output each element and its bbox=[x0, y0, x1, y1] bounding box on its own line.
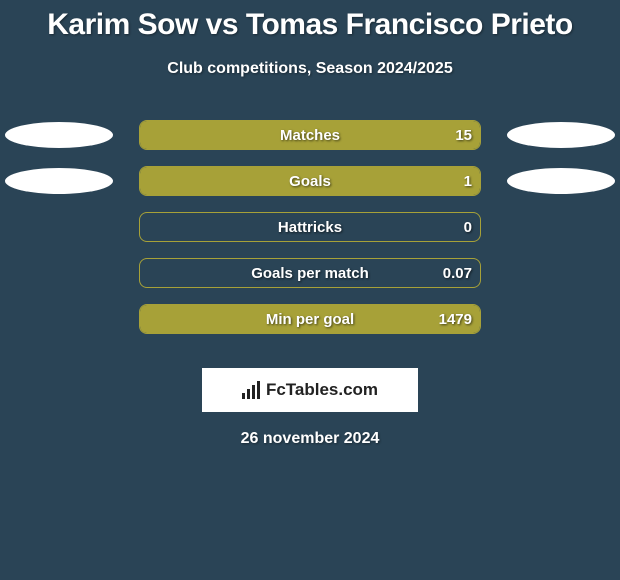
stat-row: Matches15 bbox=[0, 120, 620, 150]
stat-row: Min per goal1479 bbox=[0, 304, 620, 334]
stats-area: Matches15 Goals1 Hattricks0 Goals per match… bbox=[0, 120, 620, 350]
bar-chart-icon bbox=[242, 381, 260, 399]
stat-row: Goals1 bbox=[0, 166, 620, 196]
logo-text: FcTables.com bbox=[266, 380, 378, 400]
logo-box[interactable]: FcTables.com bbox=[202, 368, 418, 412]
stat-row: Hattricks0 bbox=[0, 212, 620, 242]
player-left-ellipse bbox=[5, 168, 113, 194]
stat-bar-fill bbox=[140, 121, 480, 149]
stat-bar-track bbox=[139, 212, 481, 242]
stat-bar-fill bbox=[140, 305, 480, 333]
stat-bar-fill bbox=[140, 167, 480, 195]
player-right-ellipse bbox=[507, 122, 615, 148]
player-right-ellipse bbox=[507, 168, 615, 194]
comparison-card: Karim Sow vs Tomas Francisco Prieto Club… bbox=[0, 0, 620, 448]
subtitle: Club competitions, Season 2024/2025 bbox=[167, 60, 452, 78]
player-left-ellipse bbox=[5, 122, 113, 148]
date-label: 26 november 2024 bbox=[241, 430, 380, 448]
stat-bar-track bbox=[139, 304, 481, 334]
stat-row: Goals per match0.07 bbox=[0, 258, 620, 288]
stat-bar-track bbox=[139, 120, 481, 150]
stat-bar-track bbox=[139, 166, 481, 196]
stat-bar-track bbox=[139, 258, 481, 288]
page-title: Karim Sow vs Tomas Francisco Prieto bbox=[47, 8, 572, 42]
